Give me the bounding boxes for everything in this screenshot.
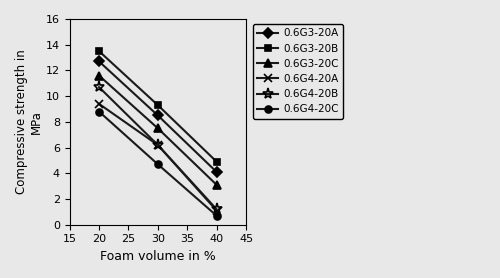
0.6G4-20B bbox=[214, 208, 220, 211]
Line: 0.6G3-20A: 0.6G3-20A bbox=[96, 58, 220, 175]
0.6G4-20C bbox=[214, 214, 220, 217]
Line: 0.6G4-20B: 0.6G4-20B bbox=[94, 81, 222, 215]
0.6G4-20A bbox=[96, 102, 102, 106]
0.6G3-20B bbox=[96, 49, 102, 53]
0.6G3-20B bbox=[214, 160, 220, 163]
0.6G3-20C bbox=[214, 183, 220, 187]
0.6G3-20C bbox=[155, 126, 161, 130]
0.6G4-20B bbox=[96, 85, 102, 89]
0.6G4-20A bbox=[155, 143, 161, 147]
0.6G3-20B bbox=[155, 103, 161, 107]
Y-axis label: Compressive strength in
MPa: Compressive strength in MPa bbox=[15, 49, 43, 194]
0.6G4-20C bbox=[155, 163, 161, 166]
0.6G4-20C bbox=[96, 110, 102, 113]
X-axis label: Foam volume in %: Foam volume in % bbox=[100, 250, 216, 263]
Line: 0.6G3-20B: 0.6G3-20B bbox=[96, 48, 220, 165]
0.6G3-20C bbox=[96, 74, 102, 77]
0.6G4-20A bbox=[214, 209, 220, 212]
0.6G3-20A bbox=[96, 60, 102, 63]
0.6G3-20A bbox=[214, 170, 220, 174]
0.6G4-20B bbox=[155, 143, 161, 147]
Line: 0.6G3-20C: 0.6G3-20C bbox=[95, 71, 221, 189]
0.6G3-20A bbox=[155, 114, 161, 117]
Line: 0.6G4-20C: 0.6G4-20C bbox=[96, 108, 220, 219]
Line: 0.6G4-20A: 0.6G4-20A bbox=[95, 100, 221, 215]
Legend: 0.6G3-20A, 0.6G3-20B, 0.6G3-20C, 0.6G4-20A, 0.6G4-20B, 0.6G4-20C: 0.6G3-20A, 0.6G3-20B, 0.6G3-20C, 0.6G4-2… bbox=[253, 24, 343, 119]
